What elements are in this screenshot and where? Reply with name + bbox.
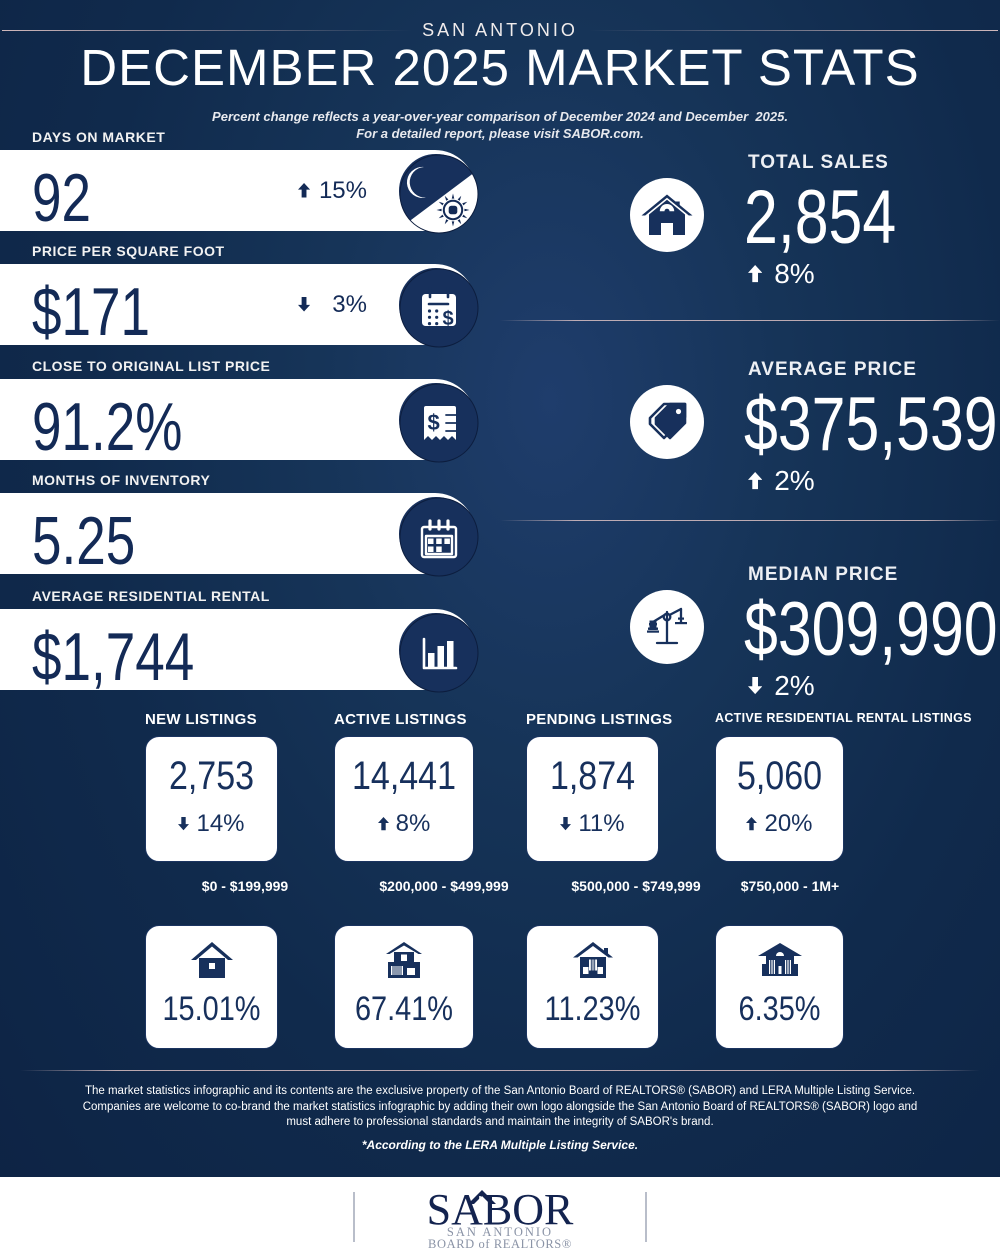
svg-text:$: $ bbox=[443, 308, 454, 330]
svg-text:BOARD of REALTORS®: BOARD of REALTORS® bbox=[428, 1237, 572, 1250]
svg-text:$: $ bbox=[428, 410, 440, 435]
